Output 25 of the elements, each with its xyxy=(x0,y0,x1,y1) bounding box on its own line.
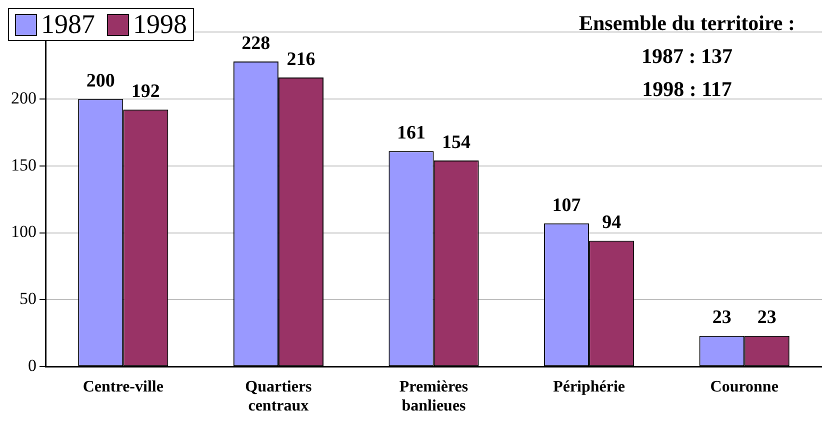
data-label: 216 xyxy=(286,48,316,70)
legend-label: 1998 xyxy=(133,9,187,40)
data-label: 23 xyxy=(757,307,776,328)
data-label: 94 xyxy=(602,212,622,234)
data-label: 107 xyxy=(552,194,582,216)
annotation: 1998 : 117 xyxy=(642,76,732,101)
data-label: 200 xyxy=(86,70,115,92)
x-tick-label: Périphérie xyxy=(553,378,626,396)
y-tick-label: 100 xyxy=(11,222,36,242)
data-label: 161 xyxy=(396,122,426,144)
legend-label: 1987 xyxy=(41,9,95,40)
y-tick-label: 200 xyxy=(11,88,36,108)
x-tick-label: Premières banlieues xyxy=(399,378,468,415)
annotation: Ensemble du territoire : xyxy=(579,10,795,35)
data-label: 192 xyxy=(131,81,160,102)
y-tick-label: 150 xyxy=(11,155,36,174)
x-tick-label: Couronne xyxy=(710,378,778,396)
data-label: 23 xyxy=(712,307,732,328)
data-label: 228 xyxy=(242,32,270,54)
y-tick-label: 50 xyxy=(20,289,36,308)
x-tick-label: Centre-ville xyxy=(82,378,164,396)
y-tick-label: 0 xyxy=(28,356,36,376)
annotation: 1987 : 137 xyxy=(642,44,732,68)
x-tick-label: Quartiers centraux xyxy=(245,378,312,415)
data-label: 154 xyxy=(442,132,472,153)
